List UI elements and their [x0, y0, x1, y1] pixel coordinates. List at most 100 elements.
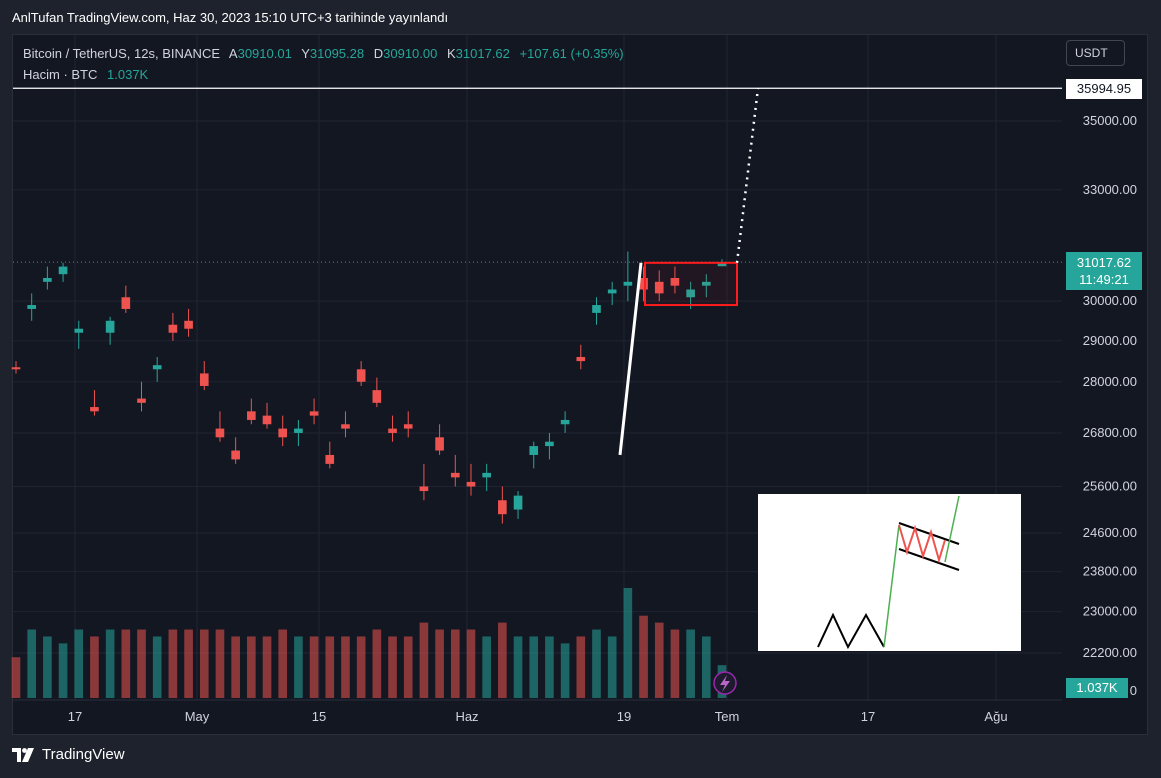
volume-bar: [152, 636, 162, 698]
candle-body: [482, 472, 491, 478]
volume-bar: [184, 629, 193, 698]
candle-body: [623, 281, 633, 286]
volume-bar: [639, 615, 648, 698]
volume-bar: [105, 629, 115, 698]
volume-legend: Hacim · BTC 1.037K: [23, 67, 154, 82]
time-tick-label: 15: [312, 709, 326, 724]
tradingview-logo[interactable]: TradingView: [12, 746, 125, 763]
candle-body: [309, 411, 319, 416]
volume-bar: [403, 636, 413, 698]
candle-body: [27, 305, 37, 309]
volume-bars: [11, 588, 727, 698]
volume-value: 1.037K: [107, 67, 149, 82]
candle-body: [576, 356, 586, 362]
time-tick-label: Haz: [455, 709, 478, 724]
candle-body: [294, 428, 303, 433]
candle-body: [450, 472, 460, 478]
candle-body: [592, 305, 601, 313]
candle-body: [419, 486, 429, 492]
price-tick-label: 23800.00: [1083, 564, 1137, 579]
last-price-badge: 31017.62 11:49:21: [1066, 252, 1142, 290]
volume-bar: [74, 629, 84, 698]
change-value: +107.61 (+0.35%): [519, 46, 624, 61]
volume-bar: [231, 636, 240, 698]
candle-body: [341, 424, 350, 429]
volume-bar: [654, 622, 664, 698]
time-tick-label: Tem: [715, 709, 740, 724]
flag-pattern-inset: [758, 494, 1021, 651]
published-caption: AnlTufan TradingView.com, Haz 30, 2023 1…: [12, 10, 449, 25]
time-axis: 17 May 15 Haz 19 Tem 17 Ağu: [68, 709, 1008, 724]
candle-body: [152, 365, 162, 370]
inset-flag-zigzag: [898, 524, 946, 564]
volume-bar: [576, 636, 586, 698]
candle-body: [90, 407, 99, 412]
inset-double-top: [817, 612, 885, 650]
time-tick-label: May: [185, 709, 210, 724]
volume-bar: [701, 636, 711, 698]
candle-body: [215, 428, 225, 438]
time-tick-label: 17: [861, 709, 875, 724]
volume-bar: [607, 636, 617, 698]
candle-body: [199, 373, 209, 386]
candle-body: [560, 419, 570, 425]
time-tick-label: 17: [68, 709, 82, 724]
high-label: Y: [301, 46, 310, 61]
candle-body: [403, 424, 413, 429]
candle-body: [388, 428, 397, 433]
lightning-icon-glyph: [720, 675, 730, 692]
candle-countdown: 11:49:21: [1079, 272, 1129, 287]
price-tick-label: 23000.00: [1083, 604, 1137, 619]
volume-bar: [309, 636, 319, 698]
time-tick-label: Ağu: [984, 709, 1007, 724]
volume-badge: 1.037K: [1066, 678, 1128, 698]
candle-body: [513, 495, 523, 510]
price-tick-label: 35000.00: [1083, 113, 1137, 128]
price-candles: [11, 251, 727, 524]
candle-body: [278, 428, 288, 438]
open-label: A: [228, 46, 238, 61]
low-label: D: [373, 46, 384, 61]
currency-selector[interactable]: USDT: [1066, 40, 1125, 66]
volume-bar: [419, 622, 429, 698]
price-tick-label: 28000.00: [1083, 374, 1137, 389]
candle-body: [11, 367, 21, 370]
last-price: 31017.62: [1076, 255, 1132, 270]
candle-body: [247, 411, 256, 420]
volume-bar: [498, 622, 507, 698]
candle-body: [498, 500, 507, 515]
volume-bar: [90, 636, 99, 698]
volume-bar: [262, 636, 272, 698]
price-tick-label: 26800.00: [1083, 425, 1137, 440]
volume-bar: [215, 629, 225, 698]
flag-box: [644, 261, 738, 307]
candle-body: [325, 454, 335, 464]
volume-bar: [435, 629, 444, 698]
price-tick-label: 25600.00: [1083, 478, 1137, 493]
price-tick-label: 22200.00: [1083, 645, 1137, 660]
volume-bar: [294, 636, 303, 698]
inset-lower-channel: [898, 548, 960, 571]
volume-bar: [450, 629, 460, 698]
volume-bar: [325, 636, 335, 698]
candle-body: [168, 324, 178, 333]
candle-body: [545, 441, 554, 447]
volume-label: Hacim · BTC: [23, 67, 98, 82]
candle-body: [231, 450, 240, 460]
volume-bar: [43, 636, 52, 698]
price-tick-label: 33000.00: [1083, 182, 1137, 197]
close-value: 31017.62: [455, 46, 510, 61]
horizontal-line-price-label: 35994.95: [1066, 79, 1142, 99]
candle-body: [356, 369, 366, 382]
candle-body: [74, 328, 84, 333]
candle-body: [137, 398, 146, 403]
low-value: 30910.00: [383, 46, 438, 61]
price-tick-label: 0: [1130, 683, 1137, 698]
volume-bar: [670, 629, 680, 698]
inset-breakout: [944, 495, 960, 563]
close-label: K: [447, 46, 456, 61]
candle-body: [184, 320, 193, 329]
candle-body: [121, 297, 131, 309]
volume-bar: [27, 629, 37, 698]
